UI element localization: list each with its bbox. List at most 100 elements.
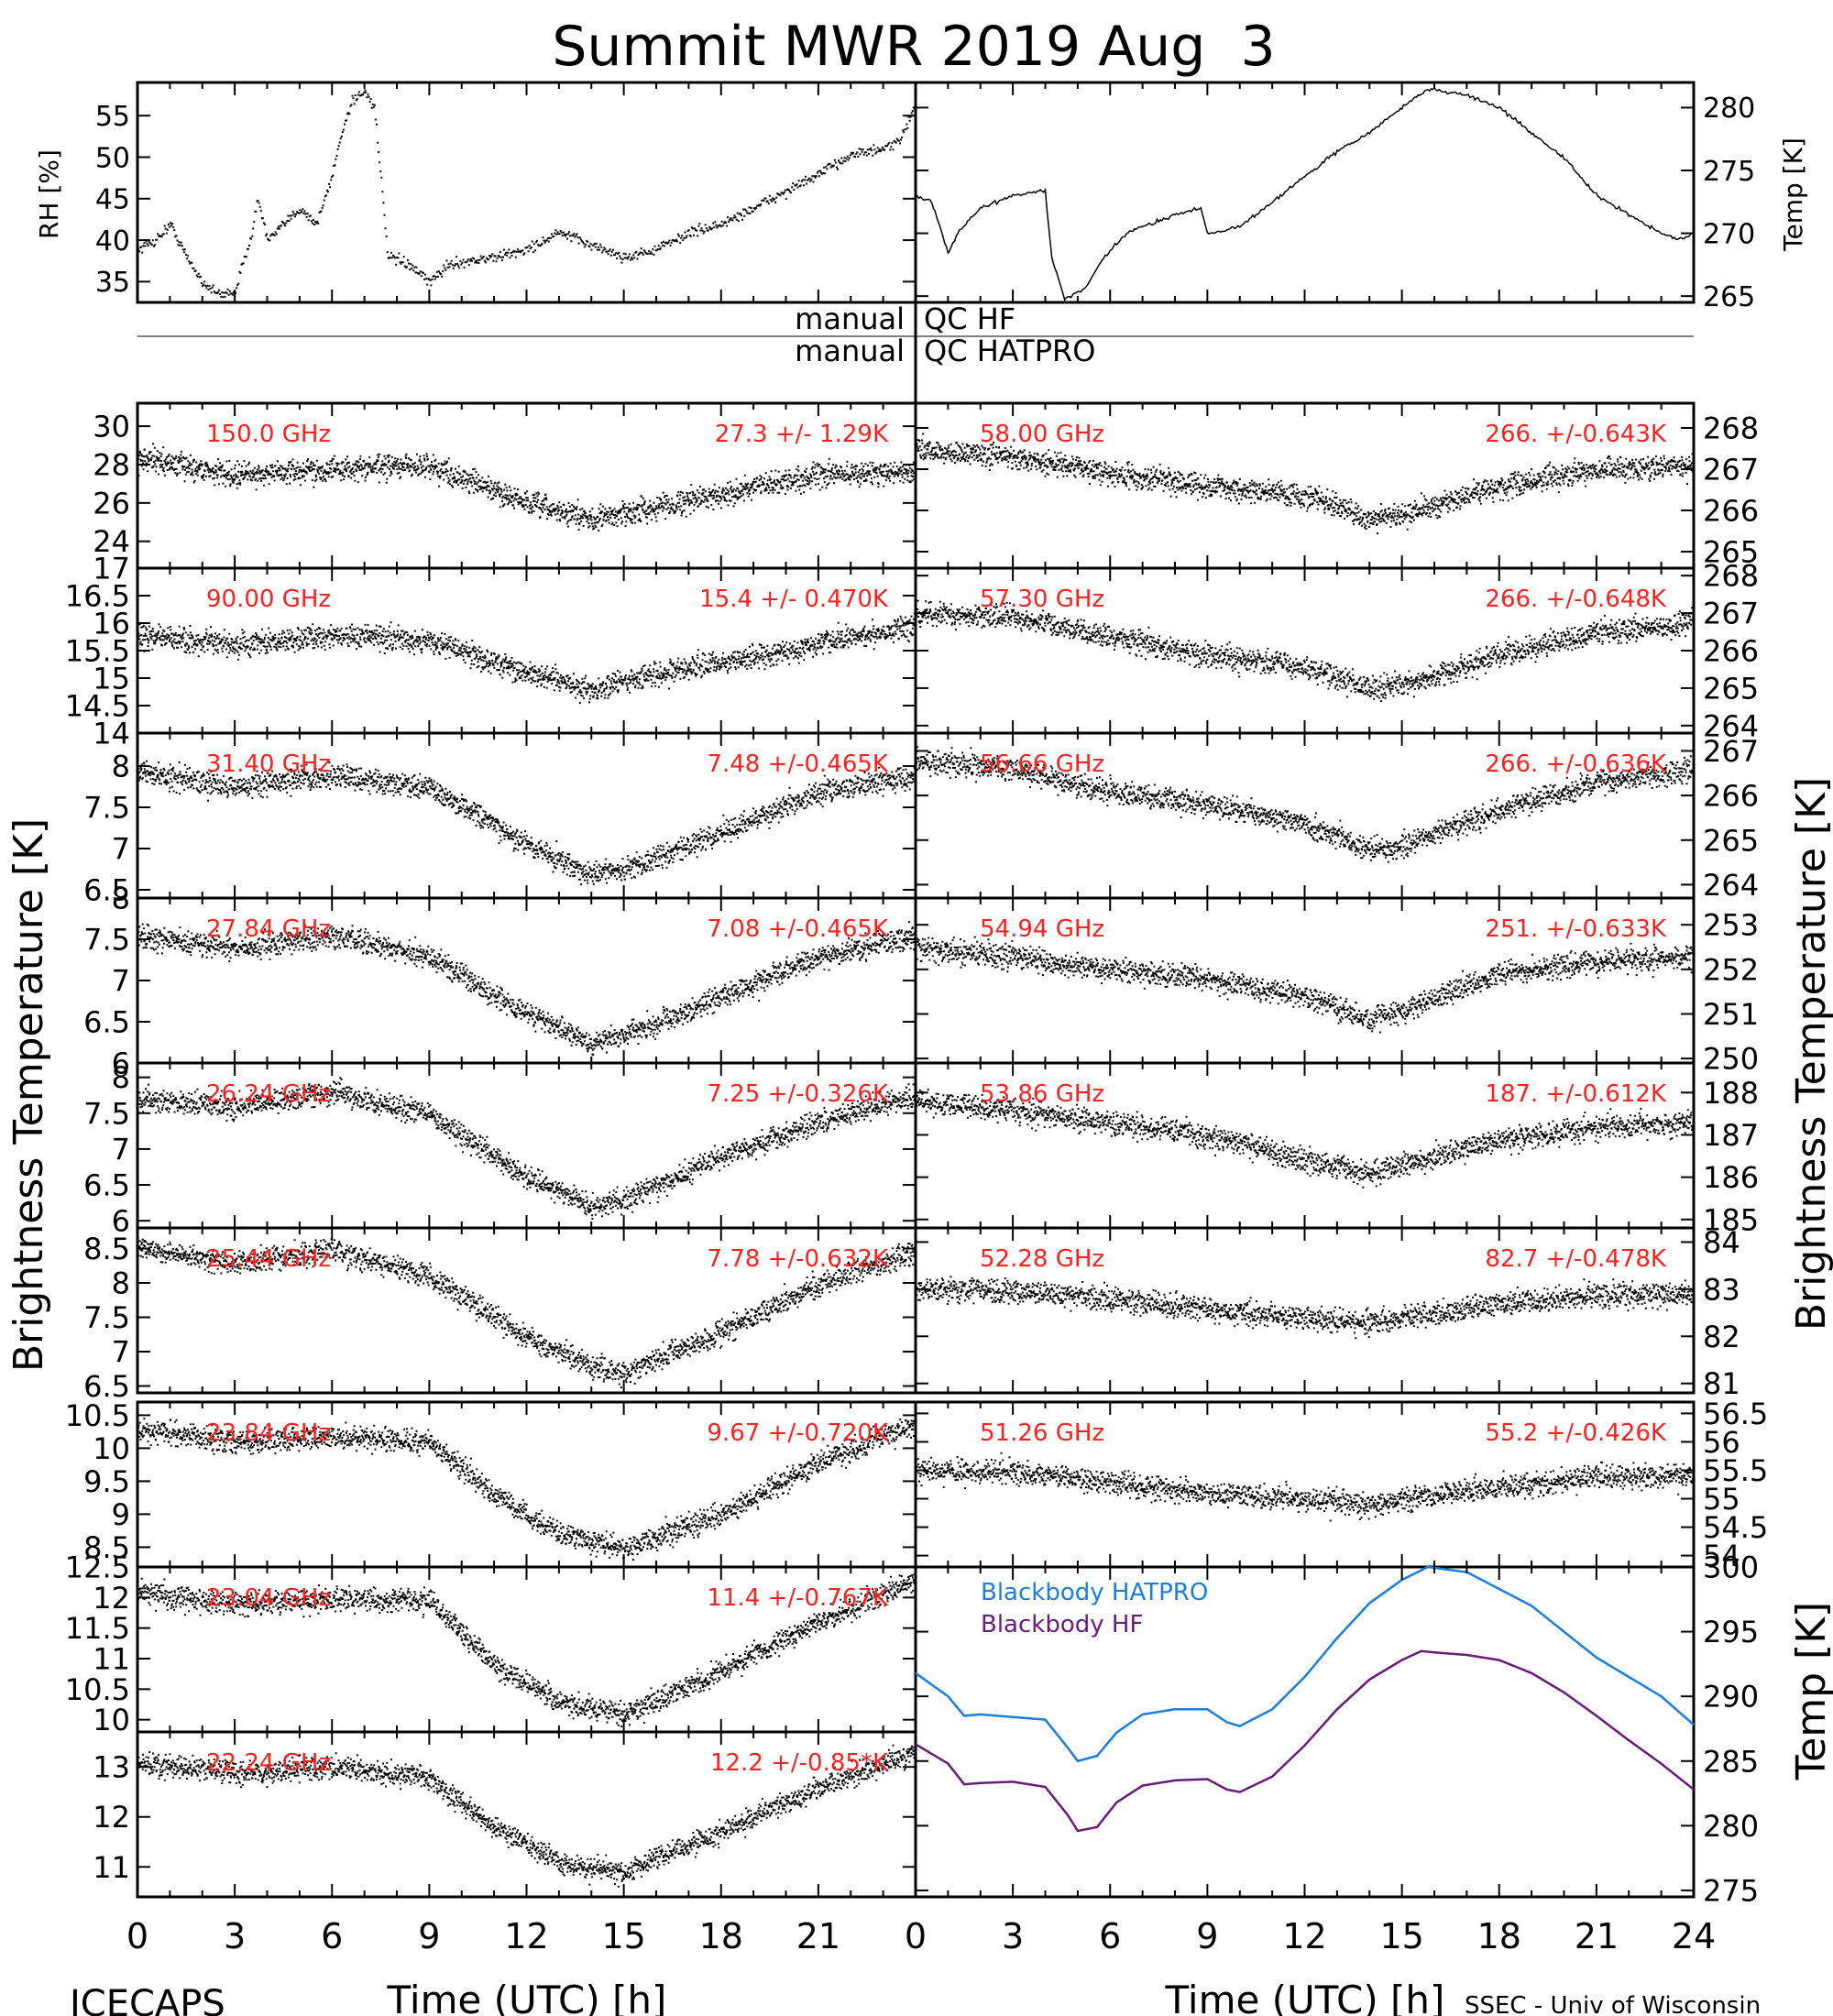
- panel-tb-31-ytick-label: 8: [112, 750, 130, 784]
- blackbody-axis-label: Temp [K]: [1788, 1602, 1833, 1780]
- panel-tb-58-ytick-label: 268: [1703, 411, 1759, 446]
- x-axis-label-left: Time (UTC) [h]: [387, 1978, 667, 2016]
- panel-tb-57-channel-label: 57.30 GHz: [980, 586, 1104, 613]
- panel-tb-90-series: [137, 612, 917, 705]
- blackbody-hf-line: [915, 1649, 1695, 1833]
- footer-ssec: SSEC - Univ of Wisconsin: [1465, 1992, 1761, 2016]
- x-tick-label-left: 9: [418, 1916, 440, 1956]
- panel-tb-22-ytick-label: 12: [93, 1800, 130, 1835]
- panel-tb-52-ytick-label: 82: [1703, 1320, 1740, 1354]
- panel-tb-54-ytick-label: 252: [1703, 952, 1759, 987]
- panel-tb-23-0-ytick-label: 12: [93, 1581, 130, 1616]
- panel-tb-53-stats-label: 187. +/-0.612K: [1485, 1080, 1667, 1108]
- panel-tb-53-series: [916, 1088, 1696, 1189]
- panel-tb-51-ytick-label: 56: [1703, 1425, 1740, 1460]
- panel-tb-31-ytick-label: 7: [112, 832, 130, 867]
- x-tick-label-left: 3: [224, 1916, 246, 1956]
- panel-tb-23-0-ytick-label: 11: [93, 1642, 130, 1677]
- panel-tb-90-ytick-label: 15: [93, 662, 130, 696]
- panel-tb-23-0-ytick-label: 10.5: [65, 1672, 130, 1707]
- panel-tb-26-channel-label: 26.24 GHz: [206, 1080, 331, 1108]
- x-tick-label-right: 9: [1196, 1916, 1218, 1956]
- x-tick-label-left: 18: [699, 1916, 743, 1956]
- panel-tb-58-stats-label: 266. +/-0.643K: [1485, 421, 1667, 448]
- figure-title: Summit MWR 2019 Aug 3: [552, 15, 1275, 79]
- panel-tb-56-ytick-label: 266: [1703, 779, 1759, 814]
- panel-tb-54-series: [916, 936, 1696, 1034]
- temp-ytick-label: 280: [1703, 93, 1755, 125]
- panel-tb-23-8-ytick-label: 9.5: [83, 1464, 130, 1499]
- qc-hf-left-label: manual: [795, 301, 905, 336]
- blackbody-ytick-label: 275: [1703, 1873, 1759, 1908]
- panel-tb-25-ytick-label: 6.5: [83, 1369, 130, 1404]
- panel-tb-56-ytick-label: 265: [1703, 823, 1759, 858]
- panel-tb-53-ytick-label: 188: [1703, 1076, 1759, 1111]
- panel-tb-52-series: [916, 1276, 1696, 1340]
- panel-tb-51-series: [916, 1452, 1696, 1522]
- panel-tb-90-ytick-label: 14: [93, 717, 130, 751]
- blackbody-ytick-label: 285: [1703, 1744, 1759, 1779]
- panel-tb-22-channel-label: 22.24 GHz: [206, 1749, 331, 1777]
- panel-tb-31-channel-label: 31.40 GHz: [206, 751, 331, 778]
- legend-hatpro: Blackbody HATPRO: [981, 1579, 1208, 1606]
- panel-tb-26-ytick-label: 7: [112, 1132, 130, 1167]
- x-tick-label-left: 15: [601, 1916, 645, 1956]
- rh-ytick-label: 35: [95, 267, 130, 299]
- panel-tb-57-ytick-label: 265: [1703, 671, 1759, 706]
- temp-ytick-label: 265: [1703, 281, 1755, 313]
- x-tick-label-left: 21: [796, 1916, 840, 1956]
- x-tick-label-right: 15: [1379, 1916, 1423, 1956]
- temp-axis-label: Temp [K]: [1778, 137, 1808, 252]
- panel-tb-23-8-ytick-label: 8.5: [83, 1530, 130, 1565]
- blackbody-ytick-label: 280: [1703, 1809, 1759, 1844]
- panel-tb-150-series: [137, 443, 917, 531]
- panel-tb-52-ytick-label: 83: [1703, 1272, 1740, 1307]
- panel-tb-51-ytick-label: 54.5: [1703, 1510, 1768, 1545]
- panel-tb-56-series: [916, 746, 1696, 863]
- panel-tb-57-ytick-label: 268: [1703, 559, 1759, 594]
- panel-tb-57-ytick-label: 267: [1703, 597, 1759, 631]
- panel-tb-23-8-ytick-label: 10.5: [65, 1398, 130, 1433]
- legend-hf: Blackbody HF: [981, 1611, 1143, 1638]
- x-tick-label-right: 24: [1672, 1916, 1716, 1956]
- panel-tb-22-ytick-label: 13: [93, 1750, 130, 1785]
- panel-tb-51-ytick-label: 55: [1703, 1482, 1740, 1517]
- panel-tb-57-ytick-label: 264: [1703, 708, 1759, 743]
- panel-tb-25-ytick-label: 7.5: [83, 1300, 130, 1335]
- panel-tb-51-channel-label: 51.26 GHz: [980, 1419, 1104, 1447]
- panel-tb-27-ytick-label: 6: [112, 1046, 130, 1081]
- panel-tb-58-ytick-label: 266: [1703, 494, 1759, 529]
- panel-tb-54-stats-label: 251. +/-0.633K: [1485, 915, 1667, 943]
- panel-tb-52-ytick-label: 81: [1703, 1366, 1740, 1401]
- panel-tb-90-stats-label: 15.4 +/- 0.470K: [699, 586, 889, 613]
- panel-tb-53-ytick-label: 187: [1703, 1118, 1759, 1153]
- x-axis-label-right: Time (UTC) [h]: [1165, 1978, 1445, 2016]
- x-tick-label-right: 3: [1002, 1916, 1024, 1956]
- panel-tb-150-ytick-label: 24: [93, 524, 130, 559]
- blackbody-hatpro-line: [915, 1565, 1695, 1763]
- rh-ytick-label: 55: [95, 101, 130, 133]
- blackbody-ytick-label: 295: [1703, 1615, 1759, 1649]
- panel-tb-31-ytick-label: 7.5: [83, 791, 130, 826]
- panel-tb-90-ytick-label: 17: [93, 552, 130, 586]
- panel-tb-53-channel-label: 53.86 GHz: [980, 1080, 1104, 1108]
- footer-icecaps: ICECAPS: [70, 1983, 225, 2016]
- panel-tb-25-ytick-label: 8.5: [83, 1232, 130, 1266]
- panel-tb-23-0-stats-label: 11.4 +/-0.767K: [707, 1584, 889, 1612]
- panel-tb-51-ytick-label: 56.5: [1703, 1397, 1768, 1431]
- panel-tb-22-stats-label: 12.2 +/-0.85*K: [710, 1749, 889, 1777]
- panel-tb-31-stats-label: 7.48 +/-0.465K: [707, 751, 889, 778]
- panel-tb-25-ytick-label: 8: [112, 1266, 130, 1301]
- panel-tb-23-0-ytick-label: 12.5: [65, 1550, 130, 1585]
- panel-tb-150-ytick-label: 28: [93, 447, 130, 482]
- rh-ytick-label: 50: [95, 142, 130, 174]
- panel-tb-56-channel-label: 56.66 GHz: [980, 751, 1104, 778]
- x-tick-label-left: 6: [321, 1916, 343, 1956]
- panel-tb-52-stats-label: 82.7 +/-0.478K: [1485, 1245, 1667, 1273]
- qc-hatpro-right-label: QC HATPRO: [924, 334, 1095, 368]
- temp-ytick-label: 275: [1703, 156, 1755, 188]
- panel-tb-23-8-ytick-label: 9: [112, 1497, 130, 1532]
- panel-tb-58-ytick-label: 265: [1703, 535, 1759, 570]
- panel-tb-150-channel-label: 150.0 GHz: [206, 421, 331, 448]
